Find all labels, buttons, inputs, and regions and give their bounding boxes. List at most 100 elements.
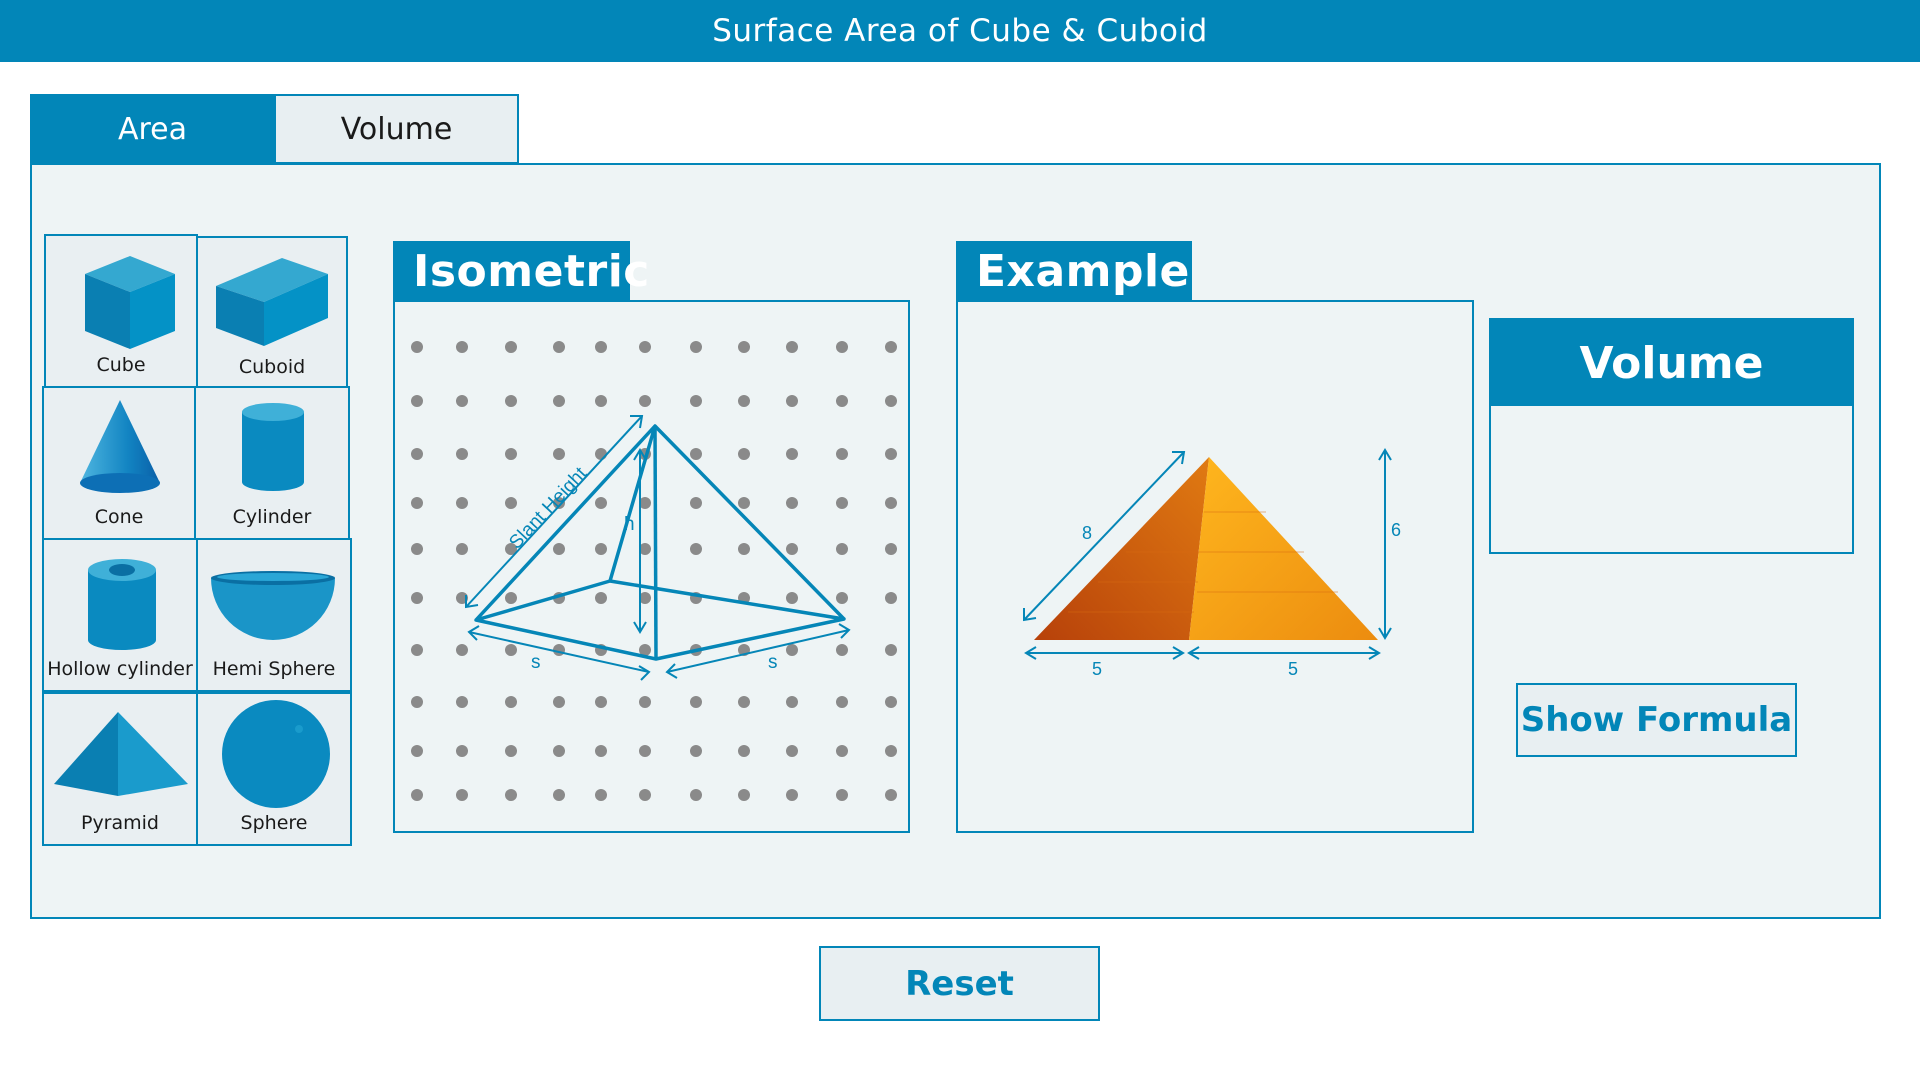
grid-dot [639, 696, 651, 708]
grid-dot [836, 448, 848, 460]
grid-dot [738, 789, 750, 801]
reset-button[interactable]: Reset [819, 946, 1100, 1021]
grid-dot [411, 592, 423, 604]
height-label: h [624, 514, 635, 535]
app-title-bar: Surface Area of Cube & Cuboid [0, 0, 1920, 62]
grid-dot [690, 395, 702, 407]
grid-dot [690, 341, 702, 353]
grid-dot [553, 341, 565, 353]
example-title: Example [976, 245, 1190, 297]
grid-dot [505, 448, 517, 460]
shape-sphere-button[interactable]: Sphere [196, 692, 352, 846]
example-slant-label: 8 [1082, 523, 1092, 543]
grid-dot [690, 696, 702, 708]
grid-dot [885, 644, 897, 656]
grid-dot [786, 395, 798, 407]
pyramid-icon [54, 712, 188, 796]
grid-dot [639, 497, 651, 509]
shape-cone-button[interactable]: Cone [42, 386, 196, 540]
example-base-left-label: 5 [1092, 659, 1102, 679]
grid-dot [411, 696, 423, 708]
grid-dot [595, 592, 607, 604]
grid-dot [595, 696, 607, 708]
example-dimension-arrows [1023, 448, 1392, 660]
shape-hollow-cylinder-button[interactable]: Hollow cylinder [42, 538, 198, 692]
grid-dot [411, 644, 423, 656]
example-pyramid-diagram: 8 6 5 5 [1023, 448, 1401, 679]
grid-dot [786, 543, 798, 555]
grid-dot [553, 696, 565, 708]
grid-dot [885, 543, 897, 555]
pyramid-dimension-arrows [465, 415, 851, 681]
grid-dot [553, 789, 565, 801]
shape-label-cuboid: Cuboid [238, 356, 306, 378]
grid-dot [738, 395, 750, 407]
grid-dot [553, 745, 565, 757]
grid-dot [411, 543, 423, 555]
grid-dot [639, 592, 651, 604]
app-title: Surface Area of Cube & Cuboid [712, 13, 1208, 49]
grid-dot [639, 745, 651, 757]
shape-cube-button[interactable]: Cube [44, 234, 198, 388]
shape-label-cube: Cube [96, 354, 146, 376]
grid-dot [639, 543, 651, 555]
grid-dot [505, 543, 517, 555]
cylinder-icon [242, 403, 304, 491]
grid-dot [456, 497, 468, 509]
grid-dot [553, 543, 565, 555]
grid-dot [595, 395, 607, 407]
grid-dot [411, 745, 423, 757]
show-formula-button[interactable]: Show Formula [1516, 683, 1797, 757]
grid-dot [595, 448, 607, 460]
grid-dot [836, 644, 848, 656]
hollow-cylinder-icon [88, 559, 156, 650]
volume-card-header: Volume [1489, 318, 1854, 408]
grid-dot [505, 592, 517, 604]
grid-dot [505, 644, 517, 656]
grid-dot [595, 341, 607, 353]
grid-dot [690, 448, 702, 460]
shape-hemisphere-button[interactable]: Hemi Sphere [196, 538, 352, 692]
pyramid-wireframe [474, 424, 846, 661]
grid-dot [786, 341, 798, 353]
sphere-icon [222, 700, 330, 808]
grid-dot [885, 341, 897, 353]
grid-dot [738, 448, 750, 460]
grid-dot [595, 789, 607, 801]
grid-dot [786, 789, 798, 801]
grid-dot [456, 696, 468, 708]
grid-dot [553, 395, 565, 407]
grid-dot [411, 497, 423, 509]
grid-dot [786, 644, 798, 656]
shape-cylinder-button[interactable]: Cylinder [194, 386, 350, 540]
grid-dot [553, 497, 565, 509]
grid-dot [885, 497, 897, 509]
hemisphere-icon [211, 571, 335, 640]
grid-dot [738, 745, 750, 757]
grid-dot [456, 395, 468, 407]
example-height-label: 6 [1391, 520, 1401, 540]
grid-dot [639, 395, 651, 407]
side-label-right: s [768, 652, 778, 673]
grid-dot [411, 448, 423, 460]
grid-dot [786, 745, 798, 757]
tab-volume[interactable]: Volume [274, 94, 519, 164]
grid-dot [505, 497, 517, 509]
shape-cuboid-button[interactable]: Cuboid [196, 236, 348, 390]
isometric-dot-grid [411, 341, 897, 801]
tab-area[interactable]: Area [30, 94, 275, 164]
grid-dot [505, 745, 517, 757]
grid-dot [595, 745, 607, 757]
shape-pyramid-button[interactable]: Pyramid [42, 692, 198, 846]
pyramid-image [1034, 457, 1378, 640]
example-base-right-label: 5 [1288, 659, 1298, 679]
isometric-panel: Slant Height h s s [393, 300, 910, 833]
grid-dot [885, 395, 897, 407]
isometric-title: Isometric [413, 245, 650, 297]
side-label-left: s [531, 652, 541, 673]
grid-dot [553, 644, 565, 656]
grid-dot [836, 592, 848, 604]
volume-card-title: Volume [1579, 337, 1764, 389]
volume-result-box [1489, 406, 1854, 554]
